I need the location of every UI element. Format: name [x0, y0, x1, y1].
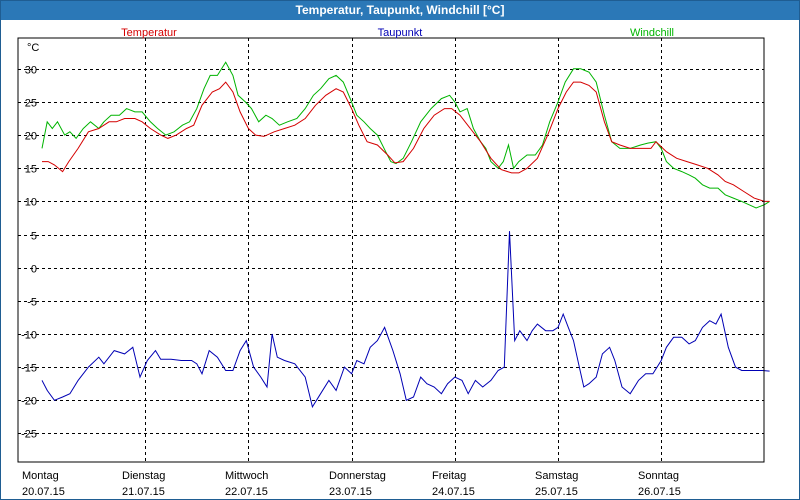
series-line-temperatur — [42, 81, 770, 202]
y-tick-label: -10 — [21, 330, 37, 342]
legend-taupunkt: Taupunkt — [378, 27, 423, 39]
x-tick-day: Donnerstag — [329, 470, 386, 482]
x-tick-date: 21.07.15 — [122, 486, 165, 498]
y-tick-label: -5 — [27, 297, 37, 309]
y-tick-label: 0 — [31, 264, 37, 276]
x-tick-date: 23.07.15 — [329, 486, 372, 498]
x-tick-date: 20.07.15 — [22, 486, 65, 498]
y-tick-label: 15 — [25, 164, 37, 176]
series-line-taupunkt — [41, 231, 770, 409]
series-line-windchill — [41, 61, 770, 209]
x-tick-date: 25.07.15 — [535, 486, 578, 498]
plot-frame — [17, 37, 765, 463]
y-tick-label: 25 — [25, 98, 37, 110]
legend: Temperatur Taupunkt Windchill — [121, 27, 674, 39]
window-title: Temperatur, Taupunkt, Windchill [°C] — [1, 1, 799, 20]
x-tick-day: Sonntag — [638, 470, 679, 482]
y-tick-label: -20 — [21, 396, 37, 408]
x-tick-date: 22.07.15 — [225, 486, 268, 498]
x-tick-day: Freitag — [432, 470, 466, 482]
grid — [18, 38, 764, 462]
legend-temperatur: Temperatur — [121, 27, 177, 39]
x-tick-labels: Montag 20.07.15 Dienstag 21.07.15 Mittwoch 22… — [22, 470, 681, 498]
y-tick-label: 10 — [25, 197, 37, 209]
x-tick-date: 26.07.15 — [638, 486, 681, 498]
x-tick-day: Dienstag — [122, 470, 165, 482]
y-tick-labels: 30 25 20 15 10 5 0 -5 -10 -15 -20 -25 — [21, 65, 37, 441]
x-tick-day: Montag — [22, 470, 59, 482]
x-tick-day: Samstag — [535, 470, 578, 482]
y-axis-unit: °C — [27, 42, 39, 54]
y-tick-label: -15 — [21, 363, 37, 375]
y-tick-label: -25 — [21, 429, 37, 441]
y-tick-label: 5 — [31, 231, 37, 243]
y-tick-label: 20 — [25, 131, 37, 143]
x-tick-date: 24.07.15 — [432, 486, 475, 498]
x-tick-day: Mittwoch — [225, 470, 268, 482]
series-layer — [41, 61, 770, 409]
y-tick-label: 30 — [25, 65, 37, 77]
legend-windchill: Windchill — [630, 27, 674, 39]
